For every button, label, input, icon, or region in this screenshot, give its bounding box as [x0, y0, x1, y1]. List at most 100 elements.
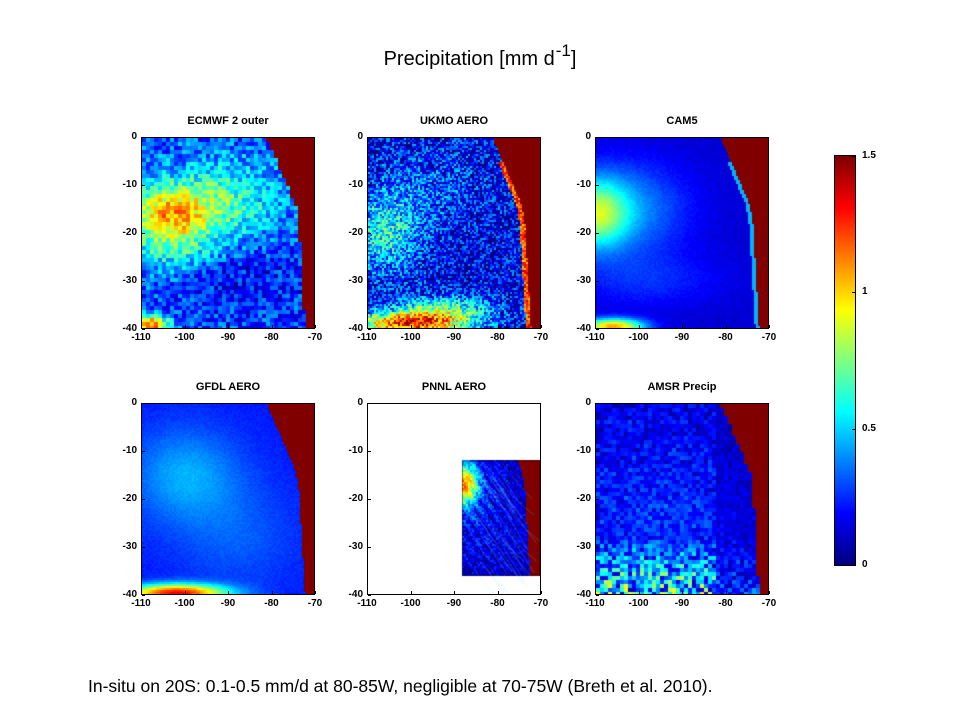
y-tick-label: -40: [122, 589, 137, 600]
panel-ukmo-aero: UKMO AERO 0 -10 -20 -30 -40 -110 -100 -90 -80 -70: [349, 115, 549, 343]
y-tick-mark: [368, 233, 371, 234]
x-tick-mark: [769, 325, 770, 328]
y-tick-label: -40: [576, 589, 591, 600]
y-tick-mark: [142, 281, 145, 282]
x-tick-mark: [595, 325, 596, 328]
y-tick-label: -10: [576, 179, 591, 190]
y-tick-mark: [368, 281, 371, 282]
y-tick-mark: [142, 499, 145, 500]
y-tick-mark: [142, 137, 145, 138]
x-tick-mark: [315, 325, 316, 328]
y-tick-mark: [368, 451, 371, 452]
heatmap-field: [368, 138, 540, 328]
panel-title: UKMO AERO: [419, 115, 489, 127]
y-tick-mark: [368, 185, 371, 186]
x-tick-label: -90: [220, 332, 236, 343]
x-tick-mark: [454, 325, 455, 328]
x-tick-mark: [769, 591, 770, 594]
x-tick-label: -110: [585, 598, 605, 609]
y-tick-mark: [142, 451, 145, 452]
x-tick-mark: [367, 591, 368, 594]
panel-gfdl-aero: GFDL AERO 0 -10 -20 -30 -40 -110 -100 -90 -80 -70: [123, 381, 323, 609]
main-title: Precipitation [mm d-1]: [0, 41, 960, 71]
y-tick-label: -40: [348, 589, 363, 600]
x-tick-label: -80: [718, 332, 733, 343]
y-tick-mark: [596, 137, 599, 138]
y-tick-label: -40: [122, 323, 137, 334]
panel-title: AMSR Precip: [647, 381, 717, 393]
colorbar-tick-label: 1: [862, 286, 868, 298]
colorbar-tick-mark: [852, 292, 855, 294]
x-tick-label: -80: [264, 332, 279, 343]
x-tick-mark: [595, 591, 596, 594]
panel-title: PNNL AERO: [421, 381, 487, 393]
heatmap-plot: [595, 403, 769, 595]
y-tick-label: -30: [348, 275, 363, 286]
y-tick-mark: [142, 595, 145, 596]
heatmap-plot: [367, 403, 541, 595]
heatmap-plot: [141, 403, 315, 595]
main-title-superscript: -1: [555, 41, 571, 60]
y-tick-mark: [596, 185, 599, 186]
y-tick-mark: [368, 499, 371, 500]
main-title-text: Precipitation [mm d: [383, 48, 555, 70]
y-tick-mark: [142, 185, 145, 186]
y-tick-label: -20: [576, 493, 591, 504]
footnote: In-situ on 20S: 0.1-0.5 mm/d at 80-85W, …: [88, 676, 713, 696]
heatmap-field: [142, 404, 314, 594]
y-tick-label: -30: [122, 275, 137, 286]
y-tick-mark: [142, 329, 145, 330]
x-tick-mark: [725, 325, 727, 328]
x-tick-label: -110: [131, 598, 151, 609]
y-tick-label: -20: [576, 227, 591, 238]
y-tick-label: 0: [131, 397, 137, 408]
x-tick-label: -80: [718, 598, 733, 609]
x-tick-mark: [141, 591, 142, 594]
x-tick-mark: [184, 591, 186, 594]
x-tick-mark: [541, 325, 542, 328]
y-tick-mark: [142, 233, 145, 234]
y-tick-label: -10: [348, 445, 363, 456]
y-tick-label: -30: [576, 275, 591, 286]
colorbar-tick-mark: [852, 565, 855, 566]
x-tick-label: -90: [674, 332, 690, 343]
colorbar-tick-label: 1.5: [862, 150, 876, 161]
y-tick-label: -10: [122, 445, 137, 456]
y-tick-mark: [596, 547, 599, 548]
y-tick-label: -40: [348, 323, 363, 334]
x-tick-mark: [638, 325, 640, 328]
x-tick-mark: [454, 591, 455, 594]
y-tick-label: -20: [348, 227, 363, 238]
y-tick-mark: [368, 329, 371, 330]
y-tick-label: 0: [357, 397, 363, 408]
x-tick-label: -100: [400, 332, 421, 343]
x-tick-mark: [497, 591, 499, 594]
colorbar-tick-label: 0.5: [862, 422, 876, 434]
panel-ecmwf-2-outer: ECMWF 2 outer 0 -10 -20 -30 -40 -110 -100 -90 -80…: [123, 115, 323, 343]
y-tick-label: 0: [131, 131, 137, 142]
y-tick-label: 0: [585, 397, 591, 408]
y-tick-label: -20: [122, 227, 137, 238]
y-tick-mark: [596, 403, 599, 404]
panel-cam5: CAM5 0 -10 -20 -30 -40 -110 -100 -90 -80 -70: [577, 115, 777, 343]
x-tick-label: -110: [585, 332, 605, 343]
heatmap-field: [596, 404, 768, 594]
main-title-close: ]: [570, 48, 577, 70]
x-tick-mark: [184, 325, 186, 328]
x-tick-mark: [410, 591, 412, 594]
panel-title: GFDL AERO: [195, 381, 261, 393]
x-tick-label: -90: [446, 598, 462, 609]
x-tick-label: -90: [220, 598, 236, 609]
y-tick-label: 0: [585, 131, 591, 142]
x-tick-mark: [315, 591, 316, 594]
y-tick-label: -30: [122, 541, 137, 552]
x-tick-mark: [228, 591, 229, 594]
heatmap-plot: [367, 137, 541, 329]
x-tick-mark: [141, 325, 142, 328]
y-tick-mark: [142, 547, 145, 548]
x-tick-label: -80: [490, 598, 505, 609]
y-tick-label: -30: [576, 541, 591, 552]
x-tick-label: -110: [131, 332, 151, 343]
y-tick-mark: [368, 403, 371, 404]
x-tick-label: -80: [264, 598, 279, 609]
